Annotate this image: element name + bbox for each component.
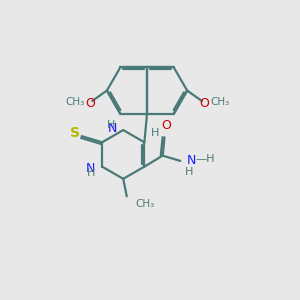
Text: O: O [199, 97, 209, 110]
Text: N: N [186, 154, 196, 166]
Text: H: H [151, 128, 159, 138]
Text: H: H [106, 120, 115, 130]
Text: S: S [70, 126, 80, 140]
Text: O: O [85, 97, 95, 110]
Text: H: H [87, 168, 95, 178]
Text: CH₃: CH₃ [65, 98, 85, 107]
Text: —H: —H [196, 154, 215, 164]
Text: CH₃: CH₃ [211, 98, 230, 107]
Text: N: N [86, 162, 96, 175]
Text: O: O [161, 119, 171, 132]
Text: N: N [107, 122, 117, 135]
Text: H: H [185, 167, 194, 178]
Text: CH₃: CH₃ [135, 199, 154, 209]
